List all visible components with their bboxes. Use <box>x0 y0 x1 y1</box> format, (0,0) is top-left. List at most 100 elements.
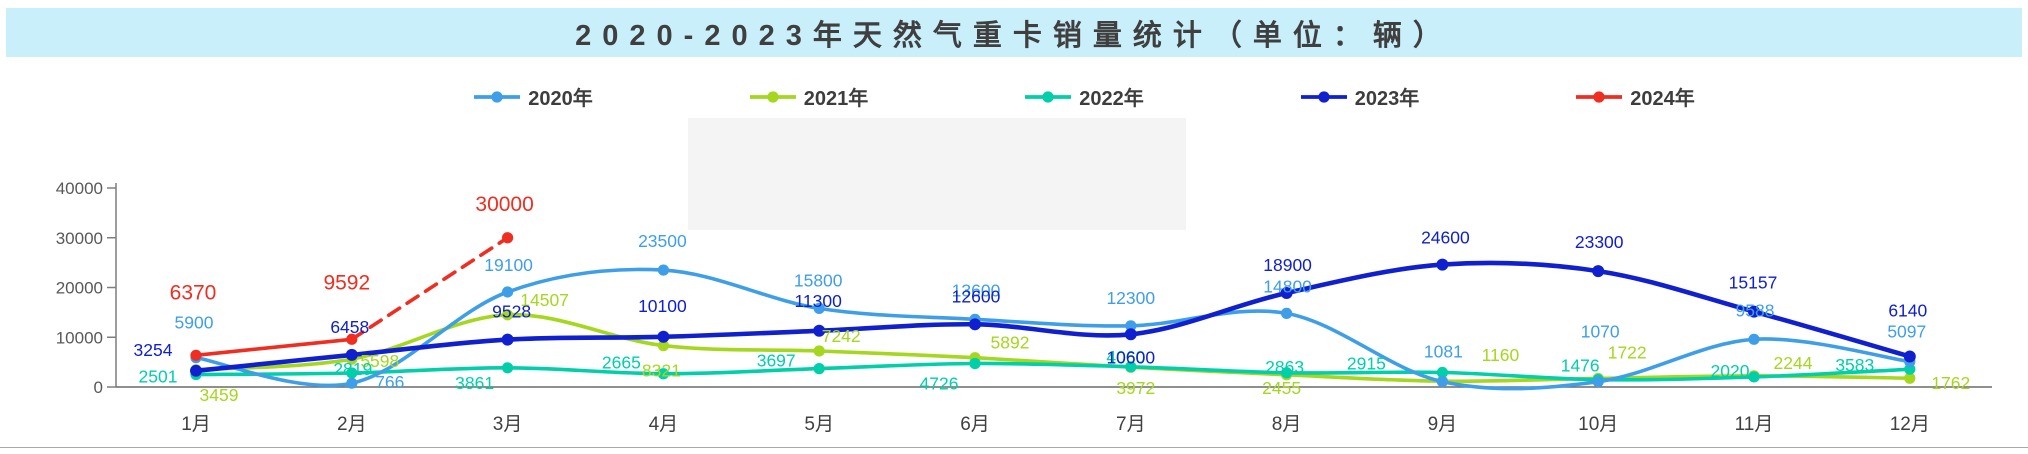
series-2020-point-label: 19100 <box>484 255 533 275</box>
series-2023-point-label: 9528 <box>492 302 531 322</box>
series-2020-point-label: 13600 <box>952 280 1001 300</box>
series-2023-point-marker <box>1124 328 1137 341</box>
legend-label: 2024年 <box>1630 88 1695 110</box>
series-2020-point-marker <box>1436 376 1448 388</box>
series-2023-point-label: 11300 <box>795 291 843 311</box>
series-2020-point-marker <box>1125 320 1137 332</box>
series-2020-point-marker <box>502 286 514 298</box>
watermark-blur <box>688 118 1186 230</box>
series-2021-point-label: 1160 <box>1482 345 1520 365</box>
y-axis-tick-label: 10000 <box>56 328 103 347</box>
series-2022-point-marker <box>1125 361 1137 373</box>
series-2021-point-label: 5892 <box>991 333 1030 353</box>
series-2020-point-label: 5097 <box>1887 322 1926 342</box>
series-2020-point-label: 9588 <box>1736 300 1775 320</box>
series-2020-line <box>194 267 1912 391</box>
series-2021-point-label: 8321 <box>642 361 681 381</box>
legend-label: 2020年 <box>528 88 593 110</box>
series-2022-point-label: 1476 <box>1561 356 1600 376</box>
series-2020-point-label: 1081 <box>1424 342 1463 362</box>
series-2021-point-label: 14507 <box>520 290 569 310</box>
series-2021-point-label: 5598 <box>360 351 399 371</box>
series-2022-point-marker <box>1281 367 1293 379</box>
series-2020-point-label: 1070 <box>1581 322 1620 342</box>
y-axis-tick-label: 40000 <box>56 179 103 198</box>
series-2023-point-marker <box>813 324 826 337</box>
x-axis-tick-label: 11月 <box>1735 414 1774 435</box>
series-2022-point-label: 2665 <box>602 353 641 373</box>
series-2023-point-label: 6140 <box>1888 301 1927 321</box>
y-axis-tick-label: 30000 <box>56 229 103 248</box>
series-2021-point-marker <box>657 340 670 352</box>
series-2023-point-marker <box>1592 265 1605 278</box>
legend-marker-icon <box>749 90 796 103</box>
legend-item-2023: 2023年 <box>1300 82 1420 111</box>
series-2023-line <box>193 260 1913 374</box>
x-axis-tick-label: 4月 <box>649 414 679 435</box>
series-2020-point-label: 12300 <box>1106 288 1155 308</box>
legend-marker-icon <box>1300 90 1347 103</box>
series-2022-point-marker <box>813 363 825 375</box>
series-2021-point-marker <box>1904 372 1916 384</box>
series-2024-point-label: 30000 <box>475 193 533 216</box>
series-2023-point-label: 3254 <box>134 340 173 360</box>
legend-item-2020: 2020年 <box>473 82 593 111</box>
series-2023-point-marker <box>345 348 358 361</box>
series-2020-point-marker <box>813 302 825 314</box>
series-2020-point-label: 14800 <box>1263 276 1312 296</box>
series-2021-point-label: 1762 <box>1931 373 1970 393</box>
series-2021-point-label: 3972 <box>1116 378 1155 398</box>
legend-marker-icon <box>1576 90 1623 103</box>
series-2023-point-marker <box>190 364 202 377</box>
x-axis-tick-label: 10月 <box>1578 414 1618 435</box>
series-2020-point-label: 5900 <box>175 313 214 333</box>
series-2023-point-label: 23300 <box>1575 232 1624 252</box>
series-2023-point-label: 15157 <box>1729 273 1778 293</box>
series-2022-point-label: 2915 <box>1347 354 1386 374</box>
series-2023-point-label: 12600 <box>952 286 1001 306</box>
legend-item-2021: 2021年 <box>749 82 868 111</box>
series-2021-point-label: 1722 <box>1608 342 1647 362</box>
series-2022-point-marker <box>969 357 981 370</box>
x-axis-tick-label: 2月 <box>337 414 367 435</box>
series-2021-point-marker <box>502 309 514 321</box>
series-2022-point-label: 2020 <box>1711 361 1750 381</box>
series-2024-point-marker <box>346 333 358 345</box>
x-axis-tick-label: 6月 <box>960 414 990 435</box>
series-2022-point-marker <box>1436 366 1448 379</box>
series-2022-point-label: 3583 <box>1835 355 1874 375</box>
series-2022-point-marker <box>657 368 670 380</box>
series-2021-point-label: 2455 <box>1262 378 1301 398</box>
x-axis-tick-label: 8月 <box>1272 414 1302 435</box>
series-2022-point-label: 3861 <box>455 373 494 393</box>
y-axis-tick-label: 0 <box>94 378 103 397</box>
series-2024-point-marker <box>502 232 514 244</box>
series-2024-point-marker <box>190 349 202 361</box>
series-2024-line-dashed <box>350 235 510 342</box>
legend-marker-icon <box>474 90 521 103</box>
legend-label: 2022年 <box>1079 88 1144 110</box>
bottom-divider <box>0 447 2028 448</box>
series-2022-point-label: 4060 <box>1106 347 1145 367</box>
series-2024-point-label: 6370 <box>170 281 217 304</box>
series-2023-point-marker <box>1748 305 1760 318</box>
series-2023-point-label: 18900 <box>1263 255 1312 275</box>
series-2020-point-marker <box>1592 376 1604 388</box>
legend-label: 2023年 <box>1354 88 1420 110</box>
series-2021-point-marker <box>813 345 825 357</box>
y-axis-tick-label: 20000 <box>56 279 103 298</box>
x-axis-tick-label: 9月 <box>1428 414 1458 435</box>
series-2020-point-label: 15800 <box>794 270 843 290</box>
x-axis-tick-label: 5月 <box>804 414 834 435</box>
series-2022-point-marker <box>346 367 358 379</box>
series-2023-point-label: 10600 <box>1106 347 1155 367</box>
series-2023-point-label: 10100 <box>638 296 687 316</box>
series-2021-point-label: 7242 <box>822 326 861 346</box>
x-axis-tick-label: 1月 <box>181 414 211 435</box>
series-2023-point-marker <box>1903 350 1916 363</box>
x-axis-tick-label: 12月 <box>1890 414 1930 435</box>
series-2024-point-label: 9592 <box>323 271 370 294</box>
x-axis-tick-label: 3月 <box>493 414 523 435</box>
series-2022-point-label: 4726 <box>920 374 959 394</box>
series-2021-point-label: 2244 <box>1774 353 1813 373</box>
